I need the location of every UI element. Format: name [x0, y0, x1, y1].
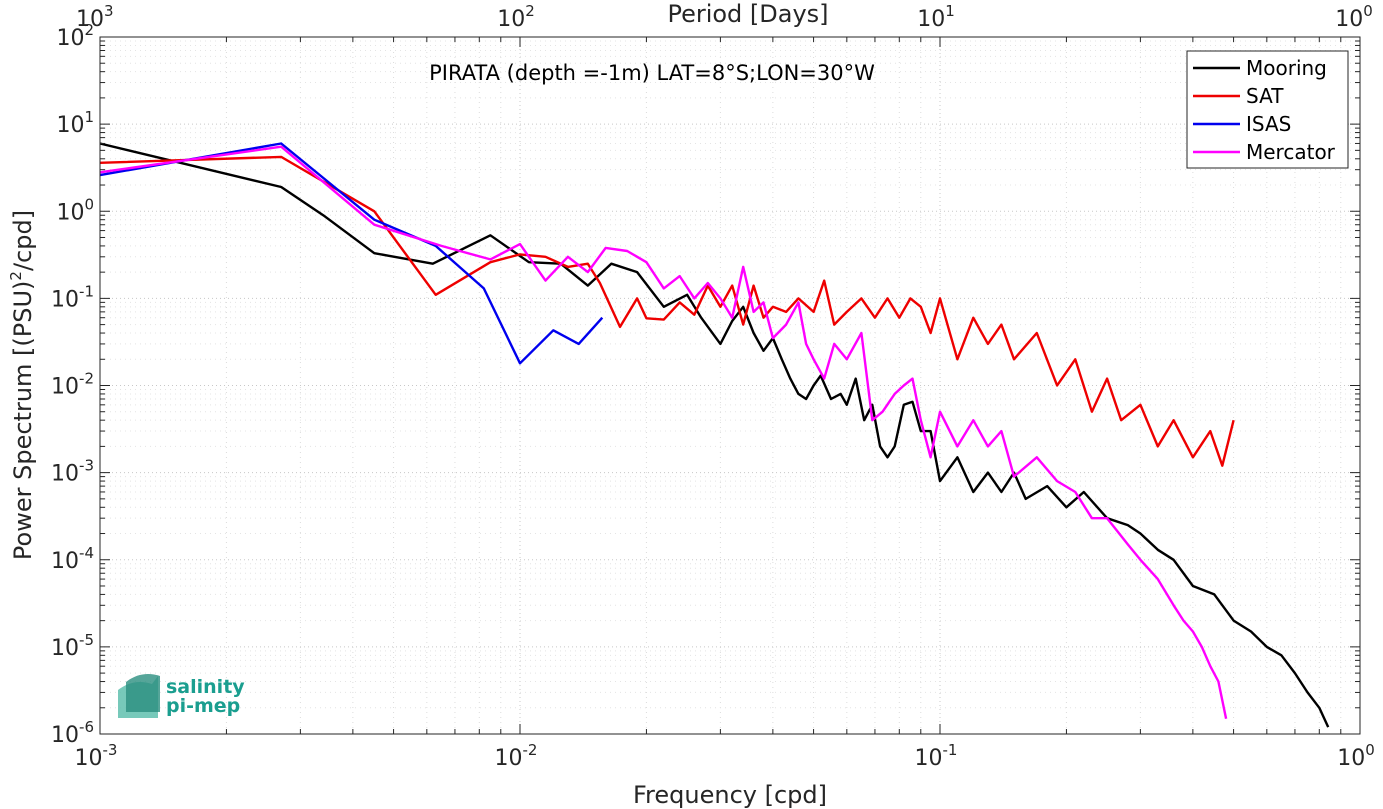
logo-wave-icon-back	[126, 674, 160, 712]
y-tick-label-exp: -2	[79, 370, 94, 388]
top-tick-label-exp: 0	[1363, 2, 1373, 20]
x-tick-label-exp: -2	[523, 741, 538, 759]
y-tick-label-exp: -6	[79, 718, 94, 736]
x-axis-label: Frequency [cpd]	[633, 781, 827, 809]
y-tick-label: 10-5	[51, 631, 94, 661]
top-tick-label: 101	[917, 2, 955, 32]
y-tick-label-base: 10	[56, 200, 84, 225]
top-tick-label: 102	[497, 2, 535, 32]
x-tick-label: 10-3	[75, 741, 118, 771]
x-tick-label: 100	[1337, 741, 1375, 771]
y-tick-label-exp: -5	[79, 631, 94, 649]
y-tick-label-exp: 0	[84, 195, 94, 213]
top-tick-label-base: 10	[76, 7, 104, 32]
top-tick-label-exp: 2	[525, 2, 535, 20]
y-tick-label-base: 10	[56, 26, 84, 51]
y-tick-label-exp: 2	[84, 21, 94, 39]
y-tick-label-base: 10	[51, 375, 79, 400]
y-tick-label-exp: -4	[79, 544, 94, 562]
x-tick-label-base: 10	[495, 746, 523, 771]
x-tick-label-exp: -1	[943, 741, 958, 759]
top-axis-label: Period [Days]	[667, 0, 828, 28]
plot-background	[100, 37, 1360, 734]
y-tick-label: 100	[56, 195, 94, 225]
y-axis-label: Power Spectrum [(PSU)2/cpd]	[7, 210, 37, 560]
series-line-mooring	[99, 142, 1330, 728]
x-tick-label-base: 10	[75, 746, 103, 771]
chart-title: PIRATA (depth =-1m) LAT=8°S;LON=30°W	[429, 61, 875, 85]
top-tick-label-exp: 1	[945, 2, 955, 20]
y-tick-label-base: 10	[51, 723, 79, 748]
y-tick-label-exp: -1	[79, 282, 94, 300]
y-tick-label: 10-4	[51, 544, 94, 574]
logo-text-pimep: pi-mep	[166, 695, 240, 717]
salinity-pimep-logo: salinity pi-mep	[118, 674, 245, 718]
y-tick-label: 10-1	[51, 282, 94, 312]
logo-text-salinity: salinity	[166, 676, 245, 698]
y-axis-label-unit: /cpd]	[9, 210, 37, 271]
x-tick-label: 10-1	[915, 741, 958, 771]
y-tick-label-base: 10	[51, 462, 79, 487]
top-tick-label-base: 10	[917, 7, 945, 32]
y-tick-label-exp: 1	[84, 108, 94, 126]
top-tick-label-base: 10	[1335, 7, 1363, 32]
series-line-mercator	[99, 145, 1228, 719]
legend: Mooring SAT ISAS Mercator	[1186, 50, 1349, 169]
y-axis-label-superscript: 2	[7, 271, 25, 281]
legend-box	[1186, 50, 1349, 169]
top-tick-label: 100	[1335, 2, 1373, 32]
x-tick-label: 10-2	[495, 741, 538, 771]
y-tick-label: 10-6	[51, 718, 94, 748]
top-tick-label-base: 10	[497, 7, 525, 32]
y-tick-label-base: 10	[51, 636, 79, 661]
y-tick-label: 10-2	[51, 370, 94, 400]
y-tick-label: 101	[56, 108, 94, 138]
legend-label-isas: ISAS	[1246, 112, 1291, 136]
x-tick-label-base: 10	[1337, 746, 1365, 771]
x-tick-label-exp: -3	[103, 741, 118, 759]
grid-lines	[99, 37, 1360, 735]
y-tick-label-base: 10	[56, 113, 84, 138]
y-tick-label-base: 10	[51, 287, 79, 312]
series-line-sat	[99, 155, 1235, 467]
legend-label-mercator: Mercator	[1246, 140, 1336, 164]
y-tick-label: 10-3	[51, 457, 94, 487]
y-axis-label-main: Power Spectrum [(PSU)	[9, 281, 37, 560]
legend-label-mooring: Mooring	[1246, 56, 1327, 80]
legend-label-sat: SAT	[1246, 84, 1284, 108]
x-tick-label-base: 10	[915, 746, 943, 771]
y-tick-label: 102	[56, 21, 94, 51]
top-tick-label-exp: 3	[104, 2, 114, 20]
y-tick-label-base: 10	[51, 549, 79, 574]
data-series	[99, 142, 1330, 728]
top-tick-label: 103	[76, 2, 114, 32]
x-tick-label-exp: 0	[1365, 741, 1375, 759]
series-line-isas	[99, 142, 604, 365]
y-tick-label-exp: -3	[79, 457, 94, 475]
axis-ticks	[99, 36, 1361, 735]
